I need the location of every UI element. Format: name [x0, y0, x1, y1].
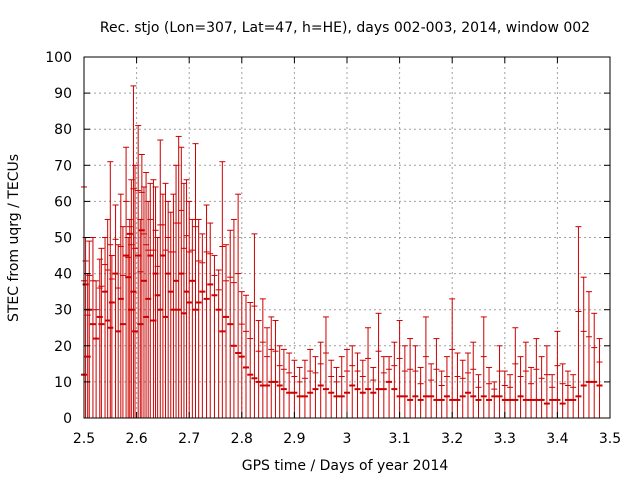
- x-tick-label: 2.5: [73, 431, 95, 447]
- x-tick-label: 2.7: [178, 431, 200, 447]
- y-tick-label: 20: [54, 339, 72, 355]
- x-tick-label: 2.8: [231, 431, 253, 447]
- y-tick-label: 70: [54, 158, 72, 174]
- y-tick-label: 80: [54, 122, 72, 138]
- x-tick-label: 3.3: [494, 431, 516, 447]
- grid: [84, 57, 610, 418]
- y-axis-label: STEC from uqrg / TECUs: [6, 154, 22, 322]
- y-tick-label: 90: [54, 86, 72, 102]
- x-tick-label: 2.9: [283, 431, 305, 447]
- x-tick-label: 3.1: [388, 431, 410, 447]
- tick-marks: [83, 56, 611, 419]
- y-tick-label: 0: [63, 411, 72, 427]
- data-series: [81, 85, 603, 418]
- x-tick-label: 2.6: [125, 431, 147, 447]
- y-tick-label: 100: [45, 50, 72, 66]
- y-tick-label: 30: [54, 303, 72, 319]
- x-axis-label: GPS time / Days of year 2014: [242, 458, 449, 474]
- x-tick-labels: 2.5 2.6 2.7 2.8 2.9 3 3.1 3.2 3.3 3.4 3.5: [73, 431, 621, 447]
- y-tick-label: 10: [54, 375, 72, 391]
- x-tick-label: 3: [343, 431, 352, 447]
- y-tick-label: 50: [54, 231, 72, 247]
- x-tick-label: 3.2: [441, 431, 463, 447]
- data-series-group: [81, 85, 603, 418]
- x-tick-label: 3.4: [546, 431, 568, 447]
- chart-title: Rec. stjo (Lon=307, Lat=47, h=HE), days …: [100, 20, 590, 36]
- y-tick-label: 40: [54, 267, 72, 283]
- y-tick-labels: 0 10 20 30 40 50 60 70 80 90 100: [45, 50, 72, 427]
- x-tick-label: 3.5: [599, 431, 621, 447]
- y-tick-label: 60: [54, 194, 72, 210]
